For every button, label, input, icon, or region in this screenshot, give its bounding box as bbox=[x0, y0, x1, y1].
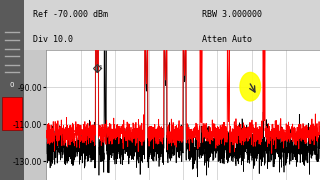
FancyBboxPatch shape bbox=[3, 97, 22, 130]
Text: 1: 1 bbox=[98, 65, 102, 69]
Text: Mkr 1: 1: Mkr 1: 1 bbox=[267, 58, 307, 67]
Text: Div 10.0: Div 10.0 bbox=[33, 35, 73, 44]
Text: Ref -70.000 dBm: Ref -70.000 dBm bbox=[33, 10, 108, 19]
Text: RBW 3.000000: RBW 3.000000 bbox=[202, 10, 262, 19]
Text: Atten Auto: Atten Auto bbox=[202, 35, 252, 44]
Text: 0: 0 bbox=[10, 82, 14, 88]
Ellipse shape bbox=[240, 72, 260, 101]
